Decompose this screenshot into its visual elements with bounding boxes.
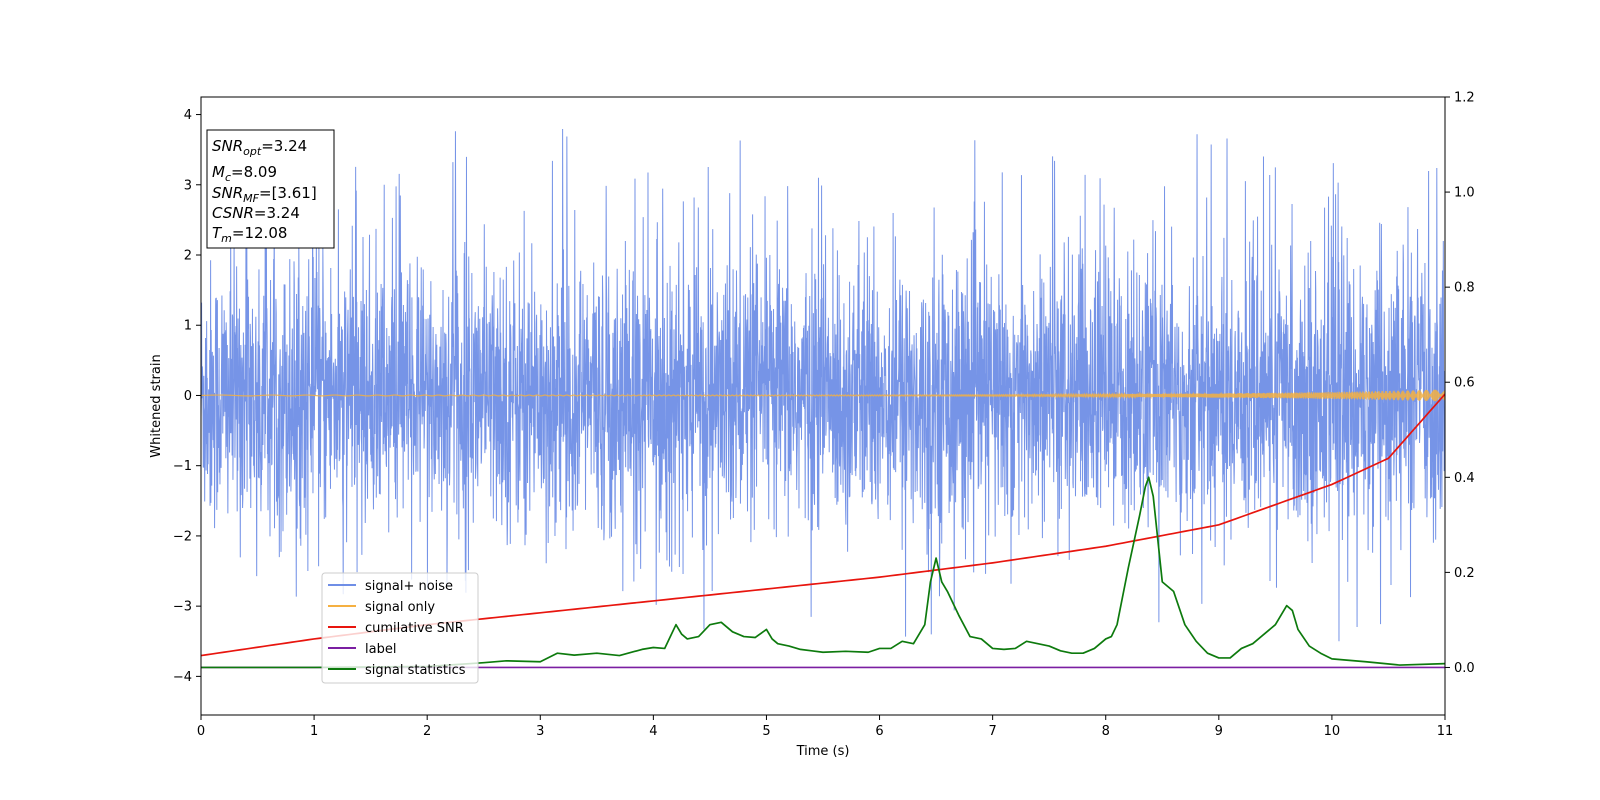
y-left-tick-label: −3 bbox=[173, 600, 192, 615]
y-left-tick-label: −1 bbox=[173, 459, 192, 474]
x-tick-label: 8 bbox=[1102, 724, 1110, 739]
info-snr-mf: SNRMF=[3.61] bbox=[212, 184, 317, 205]
axes-frame bbox=[200, 96, 1446, 716]
x-tick-label: 0 bbox=[197, 724, 205, 739]
legend-label-signal-statistics: signal statistics bbox=[365, 663, 466, 678]
info-box-frame bbox=[206, 129, 335, 249]
series-signal-only-line bbox=[201, 389, 1445, 402]
legend-label-signal-only: signal only bbox=[365, 600, 435, 615]
y-left-tick-label: −2 bbox=[173, 529, 192, 544]
y-right-tick-label: 1.2 bbox=[1454, 91, 1475, 106]
y-axis-right: 1.2 1.0 0.8 0.6 0.4 0.2 0.0 bbox=[1445, 91, 1475, 676]
y-right-tick-label: 0.8 bbox=[1454, 281, 1475, 296]
legend: signal+ noise signal only cumilative SNR… bbox=[321, 572, 479, 684]
y-left-tick-label: 0 bbox=[184, 389, 192, 404]
series-signal-noise-line bbox=[201, 128, 1445, 642]
y-right-tick-label: 0.0 bbox=[1454, 661, 1475, 676]
y-left-tick-label: 1 bbox=[184, 319, 192, 334]
y-axis-left: 4 3 2 1 0 −1 −2 −3 −4 bbox=[173, 108, 201, 685]
x-tick-label: 7 bbox=[988, 724, 996, 739]
series-signal-statistics-line bbox=[201, 476, 1445, 669]
legend-label-label: label bbox=[365, 642, 396, 657]
x-tick-label: 10 bbox=[1324, 724, 1341, 739]
info-box: SNRopt=3.24 Mc=8.09 SNRMF=[3.61] CSNR=3.… bbox=[206, 129, 335, 249]
y-left-tick-label: 4 bbox=[184, 108, 192, 123]
x-tick-label: 4 bbox=[649, 724, 657, 739]
y-right-tick-label: 0.2 bbox=[1454, 566, 1475, 581]
y-right-tick-label: 0.6 bbox=[1454, 376, 1475, 391]
x-tick-label: 6 bbox=[875, 724, 883, 739]
x-axis: 0 1 2 3 4 5 6 7 8 9 10 11 bbox=[197, 715, 1453, 739]
info-mc: Mc=8.09 bbox=[212, 163, 277, 184]
x-tick-label: 3 bbox=[536, 724, 544, 739]
x-tick-label: 9 bbox=[1215, 724, 1223, 739]
y-right-tick-label: 0.4 bbox=[1454, 471, 1475, 486]
y-right-tick-label: 1.0 bbox=[1454, 186, 1475, 201]
x-tick-label: 11 bbox=[1437, 724, 1454, 739]
info-tm: Tm=12.08 bbox=[212, 224, 287, 245]
x-axis-label: Time (s) bbox=[796, 744, 850, 759]
y-left-tick-label: −4 bbox=[173, 670, 192, 685]
y-left-tick-label: 3 bbox=[184, 178, 192, 193]
x-tick-label: 1 bbox=[310, 724, 318, 739]
x-tick-label: 5 bbox=[762, 724, 770, 739]
y-axis-label: Whitened strain bbox=[149, 354, 164, 457]
info-csnr: CSNR=3.24 bbox=[212, 204, 300, 222]
legend-label-signal-noise: signal+ noise bbox=[365, 579, 453, 594]
x-tick-label: 2 bbox=[423, 724, 431, 739]
info-snr-opt: SNRopt=3.24 bbox=[212, 137, 307, 158]
legend-frame bbox=[321, 572, 479, 684]
legend-label-cumulative-snr: cumilative SNR bbox=[365, 621, 464, 636]
y-left-tick-label: 2 bbox=[184, 249, 192, 264]
